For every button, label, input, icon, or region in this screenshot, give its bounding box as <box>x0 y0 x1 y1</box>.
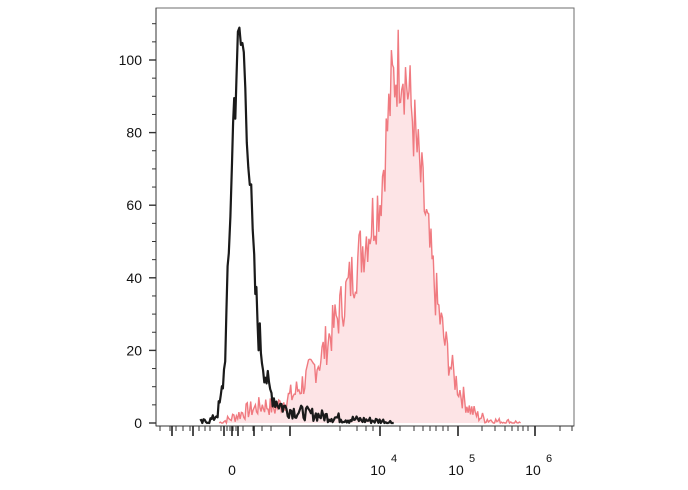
y-tick-label: 60 <box>126 197 142 213</box>
series-layer <box>199 26 522 426</box>
y-tick-label: 100 <box>119 52 143 68</box>
series-red-fill <box>219 29 521 423</box>
y-axis: 0 20 40 60 80 100 <box>119 8 157 431</box>
y-tick-label: 80 <box>126 125 142 141</box>
y-tick-label: 20 <box>126 342 142 358</box>
x-axis: 0 10 4 10 5 10 6 <box>156 425 574 478</box>
y-tick-label: 0 <box>134 415 142 431</box>
x-tick-label-base: 10 <box>525 462 541 478</box>
x-tick-label-base: 10 <box>370 462 386 478</box>
x-tick-label-exponent: 6 <box>546 453 552 465</box>
x-tick-label-exponent: 5 <box>469 453 475 465</box>
series-black-line <box>199 26 394 425</box>
y-tick-label: 40 <box>126 270 142 286</box>
x-tick-label-exponent: 4 <box>391 453 397 465</box>
x-tick-label: 0 <box>228 462 236 478</box>
x-tick-label-base: 10 <box>448 462 464 478</box>
series-red-line <box>218 29 522 426</box>
